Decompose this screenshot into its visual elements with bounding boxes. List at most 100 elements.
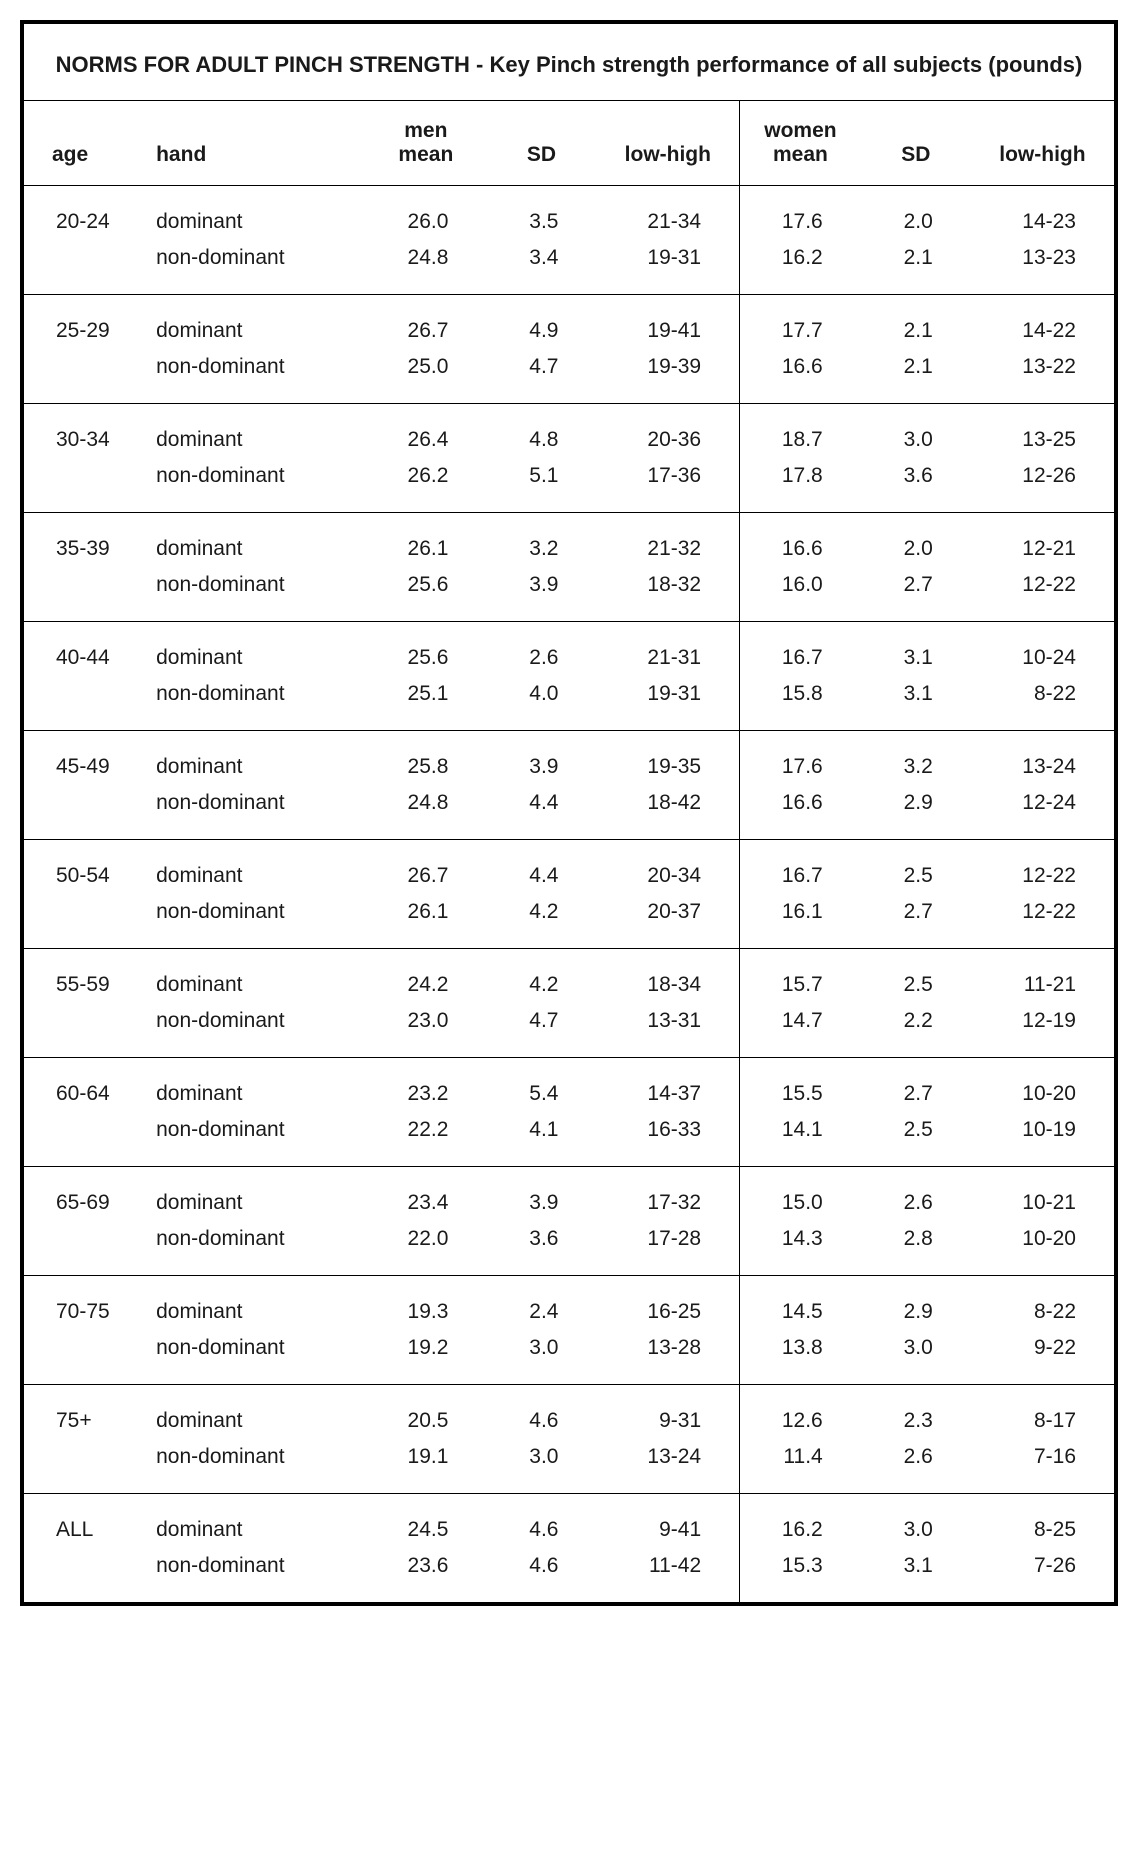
cell-hand: dominant — [156, 295, 365, 349]
cell-men-mean: 19.1 — [365, 1439, 486, 1494]
cell-men-range: 14-37 — [597, 1058, 740, 1112]
table-body: 20-24dominant26.03.521-3417.62.014-23non… — [24, 186, 1114, 1603]
cell-women-range: 9-22 — [971, 1330, 1114, 1385]
table-row: 40-44dominant25.62.621-3116.73.110-24 — [24, 622, 1114, 676]
cell-men-mean: 24.8 — [365, 785, 486, 840]
cell-hand: dominant — [156, 731, 365, 785]
cell-hand: dominant — [156, 1058, 365, 1112]
cell-men-range: 18-34 — [597, 949, 740, 1003]
cell-women-sd: 3.0 — [861, 404, 971, 458]
table-row: non-dominant26.14.220-3716.12.712-22 — [24, 894, 1114, 949]
cell-age — [24, 240, 156, 295]
col-women-mean-text: womenmean — [764, 119, 836, 166]
cell-age — [24, 785, 156, 840]
cell-women-sd: 2.0 — [861, 513, 971, 567]
cell-women-sd: 3.0 — [861, 1330, 971, 1385]
cell-women-mean: 14.7 — [740, 1003, 861, 1058]
cell-women-mean: 17.7 — [740, 295, 861, 349]
table-row: 35-39dominant26.13.221-3216.62.012-21 — [24, 513, 1114, 567]
cell-hand: non-dominant — [156, 458, 365, 513]
cell-women-range: 10-24 — [971, 622, 1114, 676]
cell-women-sd: 3.6 — [861, 458, 971, 513]
table-row: 65-69dominant23.43.917-3215.02.610-21 — [24, 1167, 1114, 1221]
cell-women-range: 8-17 — [971, 1385, 1114, 1439]
cell-hand: non-dominant — [156, 894, 365, 949]
cell-hand: non-dominant — [156, 1548, 365, 1602]
cell-men-range: 19-41 — [597, 295, 740, 349]
cell-women-sd: 2.1 — [861, 295, 971, 349]
table-row: 30-34dominant26.44.820-3618.73.013-25 — [24, 404, 1114, 458]
cell-hand: dominant — [156, 1276, 365, 1330]
cell-men-sd: 2.4 — [486, 1276, 596, 1330]
cell-men-range: 20-34 — [597, 840, 740, 894]
table-row: non-dominant23.64.611-4215.33.17-26 — [24, 1548, 1114, 1602]
cell-men-sd: 4.2 — [486, 949, 596, 1003]
cell-hand: dominant — [156, 404, 365, 458]
cell-women-mean: 16.6 — [740, 349, 861, 404]
cell-men-range: 13-31 — [597, 1003, 740, 1058]
cell-men-mean: 26.4 — [365, 404, 486, 458]
cell-men-sd: 4.1 — [486, 1112, 596, 1167]
cell-age: 55-59 — [24, 949, 156, 1003]
cell-women-mean: 12.6 — [740, 1385, 861, 1439]
cell-women-range: 10-19 — [971, 1112, 1114, 1167]
cell-age — [24, 1003, 156, 1058]
cell-men-sd: 3.2 — [486, 513, 596, 567]
cell-women-sd: 2.7 — [861, 1058, 971, 1112]
cell-men-mean: 26.2 — [365, 458, 486, 513]
cell-men-sd: 4.4 — [486, 840, 596, 894]
col-hand: hand — [156, 101, 365, 186]
cell-age: 25-29 — [24, 295, 156, 349]
cell-men-range: 9-31 — [597, 1385, 740, 1439]
cell-hand: non-dominant — [156, 1003, 365, 1058]
cell-women-mean: 17.8 — [740, 458, 861, 513]
cell-age: 50-54 — [24, 840, 156, 894]
cell-women-mean: 16.6 — [740, 785, 861, 840]
cell-women-range: 8-22 — [971, 1276, 1114, 1330]
cell-age: 60-64 — [24, 1058, 156, 1112]
cell-men-sd: 3.9 — [486, 1167, 596, 1221]
cell-hand: non-dominant — [156, 1221, 365, 1276]
cell-men-range: 16-33 — [597, 1112, 740, 1167]
cell-age — [24, 1112, 156, 1167]
cell-men-mean: 19.3 — [365, 1276, 486, 1330]
cell-women-mean: 15.0 — [740, 1167, 861, 1221]
table-row: ALLdominant24.54.69-4116.23.08-25 — [24, 1494, 1114, 1548]
table-row: non-dominant25.04.719-3916.62.113-22 — [24, 349, 1114, 404]
table-row: non-dominant25.14.019-3115.83.18-22 — [24, 676, 1114, 731]
cell-men-sd: 3.9 — [486, 731, 596, 785]
cell-age: 75+ — [24, 1385, 156, 1439]
cell-men-mean: 23.0 — [365, 1003, 486, 1058]
cell-men-mean: 24.5 — [365, 1494, 486, 1548]
cell-age — [24, 567, 156, 622]
cell-women-sd: 2.1 — [861, 240, 971, 295]
cell-women-sd: 2.9 — [861, 785, 971, 840]
cell-age — [24, 894, 156, 949]
table-row: 60-64dominant23.25.414-3715.52.710-20 — [24, 1058, 1114, 1112]
cell-age: 45-49 — [24, 731, 156, 785]
cell-women-mean: 16.1 — [740, 894, 861, 949]
table-row: non-dominant25.63.918-3216.02.712-22 — [24, 567, 1114, 622]
cell-women-sd: 2.5 — [861, 1112, 971, 1167]
cell-age: 40-44 — [24, 622, 156, 676]
norms-table: age hand menmean SD low-high womenmean S… — [24, 101, 1114, 1602]
cell-men-range: 13-24 — [597, 1439, 740, 1494]
col-men-mean-text: menmean — [398, 119, 453, 166]
table-row: 70-75dominant19.32.416-2514.52.98-22 — [24, 1276, 1114, 1330]
table-row: non-dominant19.23.013-2813.83.09-22 — [24, 1330, 1114, 1385]
cell-women-sd: 3.1 — [861, 622, 971, 676]
cell-men-range: 20-36 — [597, 404, 740, 458]
cell-women-mean: 15.7 — [740, 949, 861, 1003]
cell-men-mean: 25.1 — [365, 676, 486, 731]
cell-men-range: 17-28 — [597, 1221, 740, 1276]
cell-hand: dominant — [156, 513, 365, 567]
cell-women-range: 14-22 — [971, 295, 1114, 349]
cell-men-sd: 4.6 — [486, 1494, 596, 1548]
cell-men-range: 17-36 — [597, 458, 740, 513]
cell-men-range: 21-32 — [597, 513, 740, 567]
cell-men-range: 19-35 — [597, 731, 740, 785]
cell-women-range: 10-20 — [971, 1221, 1114, 1276]
cell-hand: dominant — [156, 1494, 365, 1548]
cell-men-sd: 4.4 — [486, 785, 596, 840]
cell-men-range: 19-31 — [597, 676, 740, 731]
